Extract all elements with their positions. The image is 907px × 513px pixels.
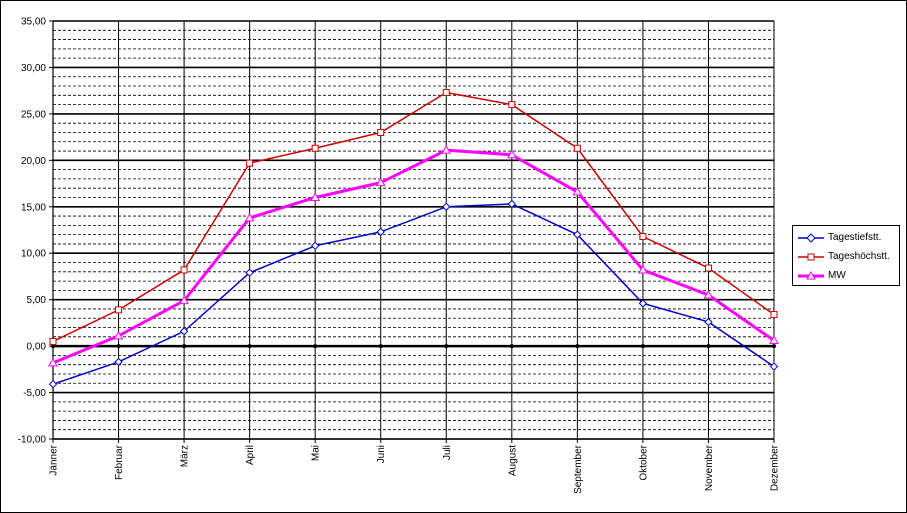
x-tick-label: Juni <box>376 445 387 463</box>
zero-line-dot <box>509 344 514 349</box>
legend-label-mw: MW <box>828 270 846 281</box>
data-point <box>376 227 385 237</box>
data-point <box>49 337 57 345</box>
x-tick-label: November <box>704 444 715 491</box>
data-point <box>179 327 189 336</box>
zero-line-dot <box>116 344 121 349</box>
zero-line-dot <box>575 344 580 349</box>
data-point <box>310 241 320 250</box>
data-point <box>442 89 450 97</box>
data-point <box>639 233 647 241</box>
data-point <box>115 306 123 314</box>
grid-layer <box>52 20 775 440</box>
data-point <box>508 101 516 109</box>
x-tick-label: April <box>245 445 256 465</box>
y-tick-label: 10,00 <box>21 249 46 260</box>
data-point <box>442 202 451 211</box>
label-layer: 35,00 30,00 25,00 20,00 15,00 10,00 5,00 0,00 -5… <box>18 17 781 494</box>
x-tick-label: Februar <box>114 444 125 480</box>
data-point <box>770 311 778 319</box>
data-point <box>246 159 254 167</box>
x-tick-label: Dezember <box>770 444 781 491</box>
chart-legend: Tagestiefstt. Tageshöchstt. MW <box>792 225 900 286</box>
data-point <box>703 290 714 299</box>
zero-line-dot <box>640 344 645 349</box>
legend-item-mw: MW <box>793 266 899 285</box>
x-tick-label: September <box>573 444 584 494</box>
zero-line-dot <box>378 344 383 349</box>
data-point <box>113 330 124 340</box>
legend-swatch-tagestiefst <box>798 232 824 243</box>
x-tick-label: Mai <box>311 445 322 461</box>
data-point <box>638 299 648 308</box>
x-tick-label: Oktober <box>638 444 649 480</box>
data-point <box>48 357 58 367</box>
y-tick-label: -10,00 <box>18 435 47 446</box>
series-line-0 <box>52 203 775 385</box>
data-point <box>573 144 581 152</box>
data-point <box>375 177 386 187</box>
data-point <box>244 212 255 222</box>
data-point <box>179 295 189 305</box>
zero-line-dot <box>706 344 711 349</box>
series-line-1 <box>52 91 775 343</box>
x-tick-label: März <box>180 445 191 467</box>
series-layer <box>48 89 779 389</box>
zero-line-dot <box>182 344 187 349</box>
data-point <box>572 186 583 196</box>
y-tick-label: -5,00 <box>23 388 46 399</box>
y-tick-label: 30,00 <box>21 63 46 74</box>
data-point <box>377 128 385 136</box>
data-point <box>769 362 779 371</box>
data-point <box>114 357 123 367</box>
y-tick-label: 15,00 <box>21 202 46 213</box>
zero-line-dot <box>772 344 776 349</box>
data-point <box>506 149 517 159</box>
data-point <box>311 144 319 152</box>
y-tick-label: 25,00 <box>21 109 46 120</box>
legend-item-tagestiefst: Tagestiefstt. <box>793 228 899 247</box>
series-line-2 <box>52 148 775 365</box>
data-point <box>573 230 582 239</box>
y-tick-label: 5,00 <box>27 295 47 306</box>
data-point <box>704 317 713 327</box>
x-tick-label: Juli <box>442 445 453 460</box>
x-tick-label: Jänner <box>49 444 60 475</box>
zero-line-dot <box>444 344 449 349</box>
zero-line-dot <box>247 344 252 349</box>
data-point <box>245 268 254 277</box>
data-point <box>180 266 188 274</box>
y-tick-label: 35,00 <box>21 17 46 28</box>
data-point <box>507 199 517 209</box>
axis-layer <box>49 20 776 443</box>
legend-swatch-mw <box>798 270 824 279</box>
data-point <box>441 145 452 154</box>
y-tick-label: 20,00 <box>21 156 46 167</box>
zero-line-dot <box>313 344 318 349</box>
zero-line-dot <box>51 344 55 349</box>
data-point <box>48 379 58 389</box>
data-point <box>310 192 321 201</box>
y-tick-label: 0,00 <box>27 342 47 353</box>
data-point <box>638 264 648 274</box>
legend-label-tageshoechst: Tageshöchstt. <box>828 251 890 262</box>
legend-swatch-tageshoechst <box>798 253 824 260</box>
legend-item-tageshoechst: Tageshöchstt. <box>793 247 899 266</box>
x-tick-label: August <box>507 445 518 476</box>
legend-label-tagestiefst: Tagestiefstt. <box>828 232 882 243</box>
data-point <box>704 264 712 272</box>
data-point <box>769 335 779 345</box>
